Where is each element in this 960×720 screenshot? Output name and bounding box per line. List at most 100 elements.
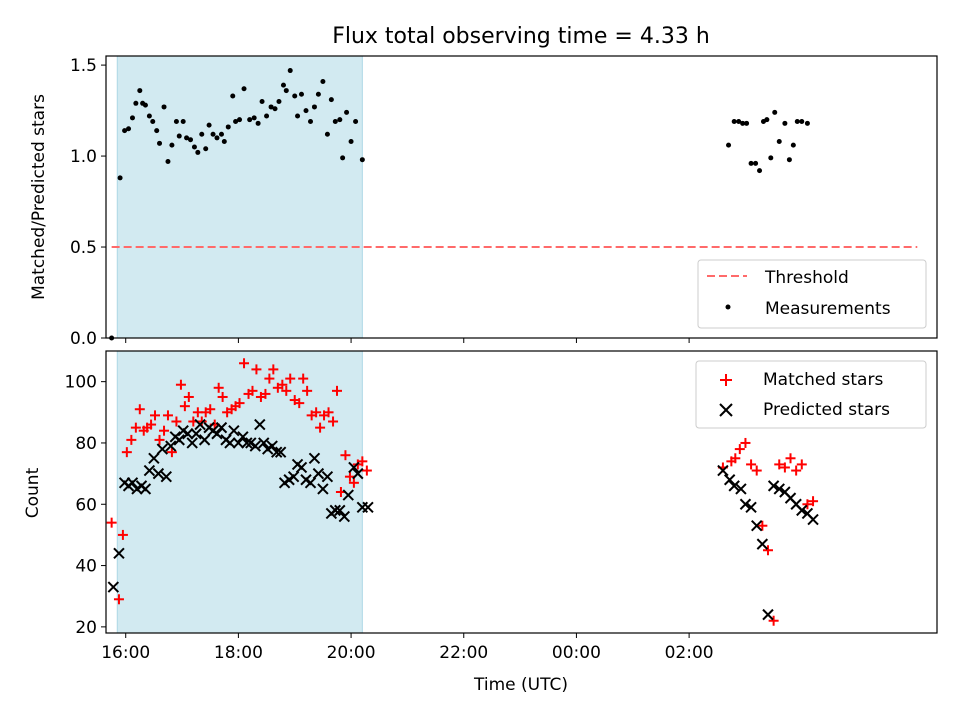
matched-stars-point (277, 379, 288, 390)
measurements-point (353, 118, 359, 124)
measurements-point (776, 139, 782, 145)
measurements-point (320, 78, 326, 84)
predicted-stars-point (762, 608, 774, 621)
x-marker-b (767, 480, 780, 492)
matched-stars-point (340, 450, 351, 461)
x-marker-b (237, 431, 249, 443)
matched-stars-point (247, 385, 258, 396)
count-legend-box (695, 360, 927, 429)
matched-stars-point (121, 447, 132, 458)
predicted-stars-point (215, 421, 228, 434)
predicted-stars-point (756, 538, 769, 550)
measurements-point (214, 135, 220, 141)
predicted-stars-point (735, 483, 747, 495)
count-plot-area (106, 350, 819, 634)
legend-matched-label: Matched stars (763, 370, 883, 390)
x-marker-b (113, 547, 125, 560)
legend-measurements-swatch (725, 304, 731, 310)
measurements-point (157, 140, 163, 146)
predicted-stars-point (271, 446, 283, 458)
predicted-stars-point (773, 483, 785, 495)
measurements-point (295, 113, 301, 119)
matched-stars-point (260, 388, 271, 399)
predicted-stars-point (362, 501, 374, 514)
x-marker-b (249, 440, 262, 452)
matched-stars-point (264, 373, 275, 384)
measurements-point (764, 117, 770, 123)
x-marker-b (338, 510, 351, 523)
matched-stars-point (171, 416, 182, 427)
measurements-point (218, 131, 224, 137)
matched-stars-point (234, 398, 245, 409)
matched-stars-point (344, 471, 355, 482)
predicted-stars-point (249, 440, 262, 452)
ratio-panel: Flux total observing time = 4.33 h Match… (29, 24, 938, 349)
measurements-point (308, 118, 314, 124)
x-marker-b (784, 492, 797, 504)
matched-stars-point (285, 373, 296, 384)
x-marker-b (177, 424, 189, 437)
measurements-point (188, 137, 194, 143)
x-marker-b (274, 446, 287, 458)
count-x-ticks: 16:00 18:00 20:00 22:00 00:00 02:00 (101, 633, 714, 663)
matched-stars-point (205, 404, 216, 415)
legend-threshold-label: Threshold (764, 268, 849, 288)
ratio-plot-area (109, 55, 918, 341)
measurements-point (790, 142, 796, 148)
measurements-point (126, 126, 132, 132)
chart-title: Flux total observing time = 4.33 h (332, 24, 710, 49)
x-marker-b (173, 434, 185, 446)
measurements-point (337, 117, 343, 123)
matched-stars-point (217, 391, 228, 402)
x-marker-b (779, 486, 791, 498)
measurements-point (133, 100, 139, 106)
measurements-point (753, 160, 759, 166)
measurements-point (324, 131, 330, 137)
measurements-point (328, 97, 334, 103)
predicted-stars-point (745, 501, 757, 514)
ratio-y-ticks: 0.0 0.5 1.0 1.5 (70, 56, 106, 349)
x-tick-label: 20:00 (327, 643, 376, 663)
predicted-stars-point (156, 443, 169, 455)
y-tick-label: 0.0 (70, 329, 97, 349)
measurements-point (736, 118, 742, 124)
x-marker-b (304, 477, 317, 489)
predicted-stars-point (767, 480, 780, 492)
observing-window-band (116, 55, 363, 339)
matched-stars-point (331, 385, 342, 396)
measurements-point (344, 109, 350, 115)
measurements-point (184, 135, 190, 141)
x-marker-b (321, 470, 334, 483)
measurements-point (794, 118, 800, 124)
measurements-point (146, 113, 152, 119)
x-marker-b (723, 474, 736, 486)
measurements-point (255, 120, 261, 126)
measurements-point (180, 118, 186, 124)
count-y-axis-label: Count (23, 467, 43, 518)
measurements-point (804, 120, 810, 126)
measurements-point (272, 106, 278, 112)
legend-predicted-swatch (719, 403, 733, 417)
observing-window-band (116, 350, 363, 634)
y-tick-label: 100 (65, 373, 97, 393)
count-panel: Count Time (UTC) 20 40 60 80 100 16:00 18:00 2… (23, 350, 938, 695)
measurements-point (199, 131, 205, 137)
x-marker-b (362, 501, 374, 514)
matched-stars-point (751, 465, 762, 476)
measurements-point (268, 104, 274, 110)
x-marker-b (308, 452, 321, 464)
predicted-stars-point (107, 581, 120, 593)
matched-stars-point (328, 416, 339, 427)
matched-stars-point (126, 434, 137, 445)
measurements-point (259, 98, 265, 104)
measurements-point (283, 88, 289, 94)
matched-stars-point (357, 456, 368, 467)
measurements-point (292, 93, 298, 99)
x-marker-b (271, 446, 283, 458)
matched-stars-point (251, 364, 262, 375)
predicted-stars-point (304, 477, 317, 489)
predicted-stars-point (717, 464, 729, 477)
measurements-point (731, 118, 737, 124)
x-marker-b (342, 489, 354, 501)
x-marker-b (751, 520, 763, 532)
